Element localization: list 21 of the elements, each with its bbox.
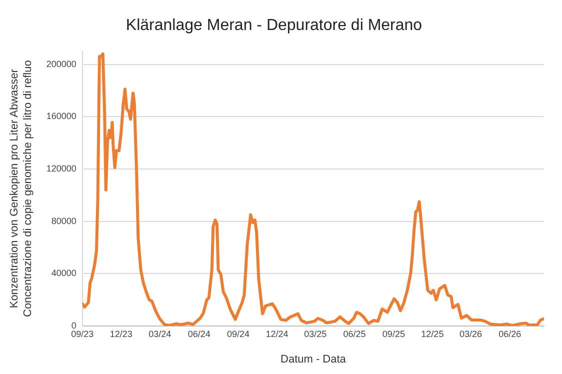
x-tick-label: 06/25 xyxy=(343,328,366,339)
x-tick-label: 06/26 xyxy=(498,328,522,339)
y-tick-label: 200000 xyxy=(46,58,76,69)
x-tick-label: 03/26 xyxy=(459,328,482,339)
x-tick-label: 09/23 xyxy=(71,328,94,339)
x-tick-label: 03/25 xyxy=(304,328,327,339)
x-tick-label: 06/24 xyxy=(188,328,210,339)
x-tick-label: 09/25 xyxy=(382,328,405,339)
x-tick-label: 12/24 xyxy=(266,328,288,339)
y-tick-label: 80000 xyxy=(51,216,76,226)
x-tick-label: 03/24 xyxy=(148,328,172,339)
x-tick-label: 12/25 xyxy=(421,328,444,339)
x-tick-label: 12/23 xyxy=(110,328,132,339)
y-tick-label: 120000 xyxy=(46,163,76,174)
y-tick-label: 40000 xyxy=(51,268,76,278)
chart-title: Kläranlage Meran - Depuratore di Merano xyxy=(126,17,422,34)
x-axis-title: Datum - Data xyxy=(280,353,347,366)
y-tick-label: 160000 xyxy=(46,111,76,122)
x-tick-label: 09/24 xyxy=(227,328,250,339)
y-axis-title: Konzentration von Genkopien pro Liter Abwasser Concentrazione di copie genomiche per litro di refluo xyxy=(8,60,34,318)
y-tick-label: 0 xyxy=(71,320,76,330)
